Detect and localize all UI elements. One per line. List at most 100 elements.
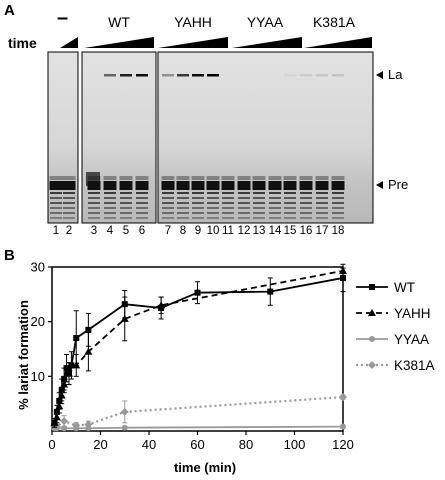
pre-band [299,181,313,190]
lane-number: 8 [179,225,187,237]
smear-band [192,217,204,219]
lane-number: 1 [52,225,60,237]
smear-band [253,192,265,194]
panel-a-letter: A [4,2,15,19]
pre-band [176,181,190,190]
smear-band [192,192,204,194]
x-tick-label: 20 [93,437,107,452]
x-tick-label: 120 [332,437,354,452]
pre-band-halo [191,176,205,180]
x-axis-label: time (min) [174,460,236,475]
gel-lane [191,74,205,219]
lane-number: 4 [106,225,114,237]
y-axis-label: % lariat formation [16,300,31,410]
smear-band [162,197,174,199]
smear-band [192,212,204,214]
smear-band [316,202,328,204]
series-yyaa [51,423,346,432]
data-point [57,391,66,399]
gel-image [47,37,383,224]
la-band [120,74,132,77]
band-label-pre: Pre [388,177,409,192]
lane-number: 13 [252,225,266,237]
data-point [340,423,346,430]
smear-band [284,212,296,214]
smear-band [50,207,62,209]
smear-band [207,217,219,219]
smear-band [177,202,189,204]
smear-band [300,197,312,199]
pre-band-halo [252,176,266,180]
legend-marker [369,284,375,290]
smear-band [63,212,75,214]
pre-band [135,181,149,190]
lane-number: 2 [65,225,73,237]
data-point [120,407,129,416]
pre-band-halo [221,176,235,180]
data-point [340,274,346,281]
smear-band [88,197,100,199]
la-band [136,74,148,77]
pre-band-halo [176,176,190,180]
smear-band [120,192,132,194]
pre-band-halo [103,176,117,180]
gel-lane [62,176,76,219]
panel-b-letter: B [4,247,15,264]
smear-band [50,192,62,194]
data-point [267,288,274,295]
smear-band [207,202,219,204]
smear-band [253,202,265,204]
smear-band [63,197,75,199]
smear-band [300,192,312,194]
smear-band [192,202,204,204]
smear-band [300,217,312,219]
pre-band-halo [49,176,63,180]
smear-band [269,207,281,209]
smear-band [104,207,116,209]
smear-band [332,202,344,204]
lane-number: 18 [331,225,345,237]
gel-lane [176,74,190,219]
smear-band [120,212,132,214]
chart-legend: WT YAHH YYAA K381A [356,280,435,373]
legend-item-k381a: K381A [356,358,435,373]
smear-band [136,217,148,219]
smear-band [104,197,116,199]
smear-band [300,212,312,214]
time-wedge-3 [158,37,228,48]
smear-band [86,172,100,186]
data-point [68,362,75,369]
smear-band [222,192,234,194]
gel-block-2 [81,51,157,224]
la-band [284,74,296,77]
gel-lane [103,74,117,219]
x-tick-label: 40 [142,437,156,452]
pre-band [62,181,76,190]
pre-band [252,181,266,190]
smear-band [284,197,296,199]
smear-band [88,192,100,194]
smear-band [332,212,344,214]
smear-band [332,217,344,219]
smear-band [120,207,132,209]
minus-label: – [57,7,69,29]
group-label-yyaa: YYAA [246,14,284,30]
lane-number: 17 [315,225,329,237]
smear-band [253,197,265,199]
smear-band [50,202,62,204]
smear-band [192,197,204,199]
band-label-la: La [388,67,403,82]
smear-band [162,202,174,204]
gel-lane [315,74,329,219]
smear-band [269,197,281,199]
pre-band [206,181,220,190]
x-tick-label: 0 [48,437,55,452]
smear-band [162,192,174,194]
la-band [177,74,189,77]
smear-band [253,207,265,209]
x-tick-label: 100 [284,437,306,452]
pre-band-halo [119,176,133,180]
time-wedge-4 [232,37,302,48]
smear-band [316,192,328,194]
gel-lane [331,74,345,219]
